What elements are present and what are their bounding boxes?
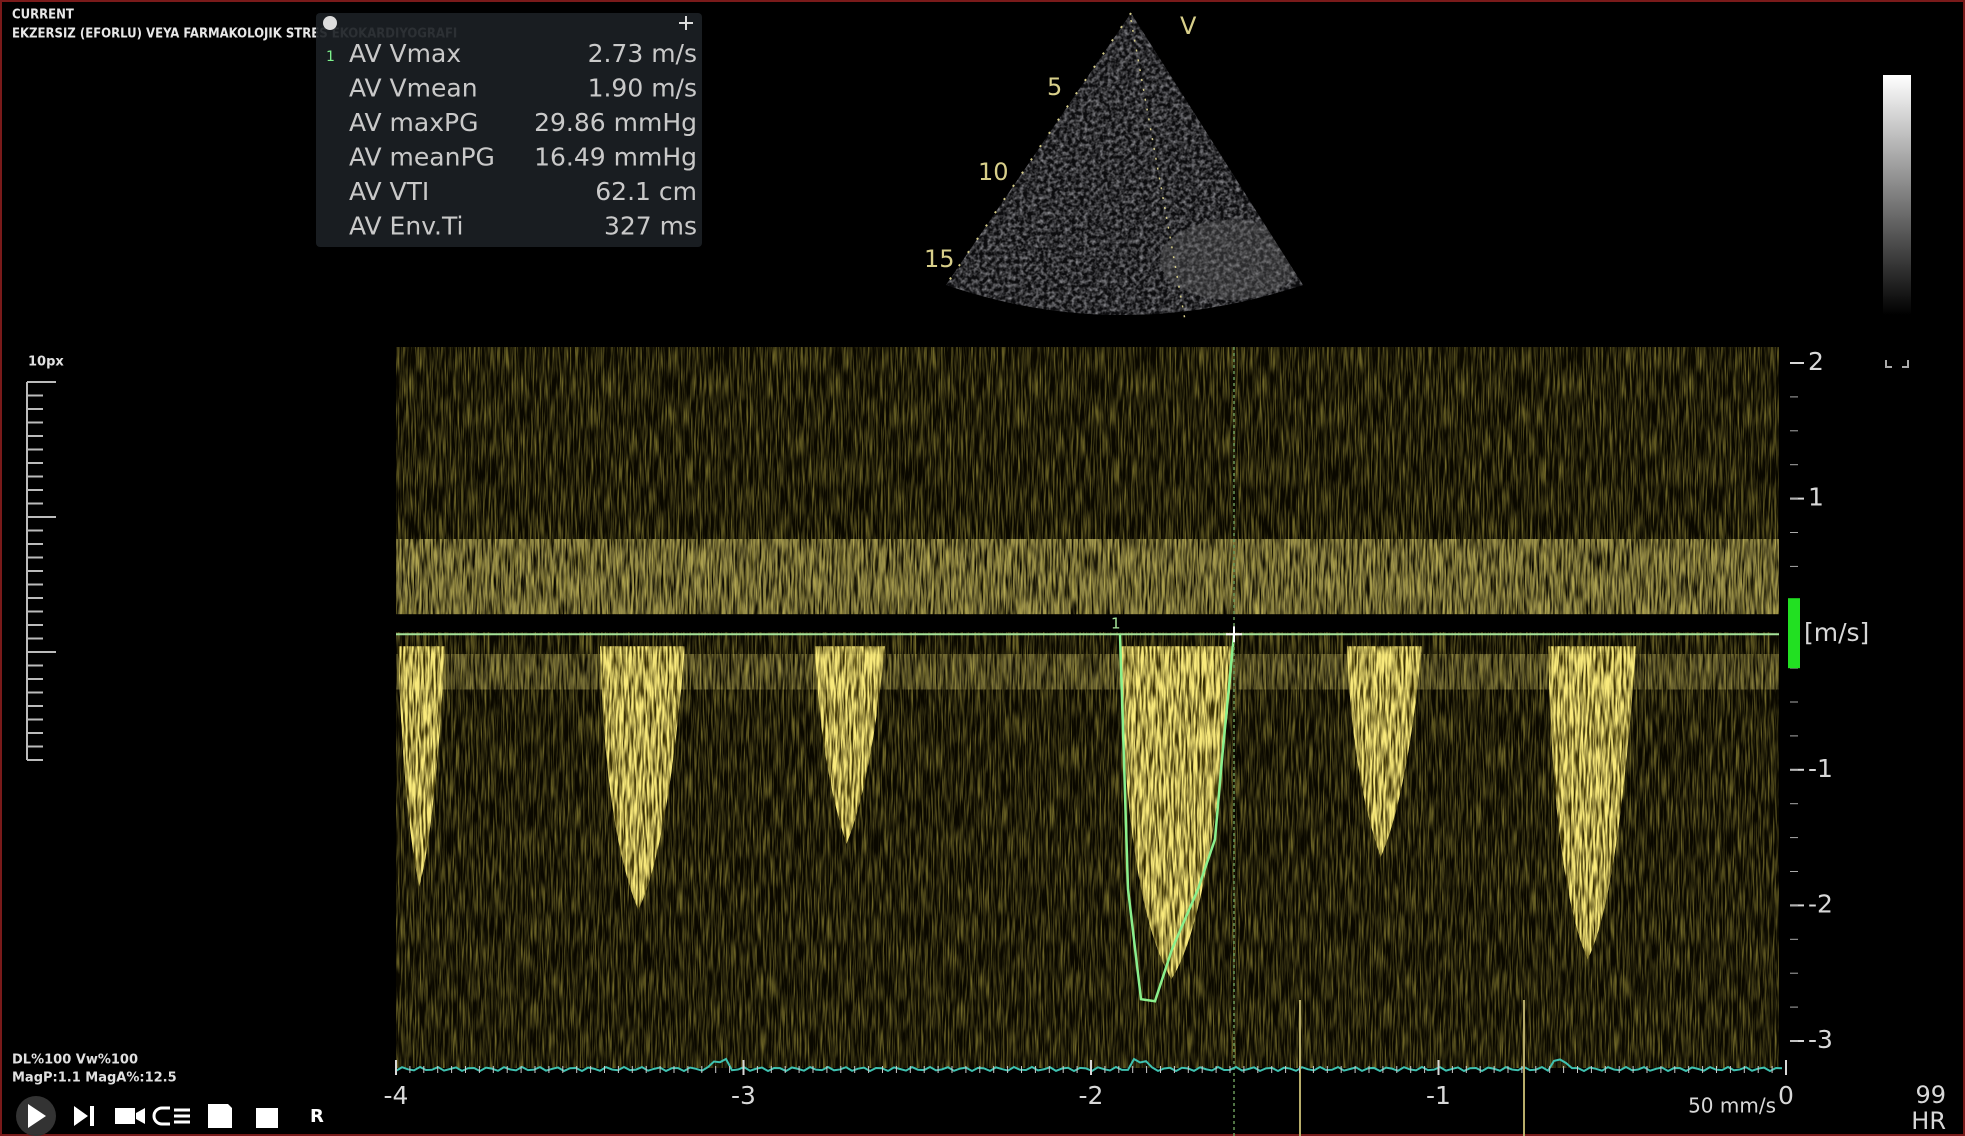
zero-marker: [1788, 598, 1800, 668]
x-tick-label: -3: [731, 1081, 756, 1110]
ruler-label: 10px: [28, 355, 64, 370]
depth-label: 5: [1047, 73, 1062, 101]
y-tick-label: 2: [1808, 347, 1824, 376]
measurement-index: 1: [326, 49, 335, 65]
measurement-value: 327 ms: [604, 212, 697, 241]
mode-label: V: [1180, 12, 1197, 40]
x-tick-label: -4: [384, 1081, 409, 1110]
y-tick-label: -1: [1808, 754, 1833, 783]
diastolic-band: [396, 654, 1779, 689]
measurement-name: AV VTI: [349, 177, 429, 206]
y-tick-label: -2: [1808, 889, 1833, 918]
gray-bar: [1883, 75, 1911, 315]
measurement-value: 29.86 mmHg: [534, 108, 697, 137]
panel-handle[interactable]: [323, 16, 337, 30]
footer-info: DL%100 Vw%100: [12, 1053, 138, 1068]
measurement-name: AV Vmax: [349, 39, 461, 68]
baseline-gap: [396, 614, 1779, 632]
status: CURRENT: [12, 8, 74, 23]
sweep-speed: 50 mm/s: [1688, 1094, 1776, 1118]
x-tick-label: -2: [1079, 1081, 1104, 1110]
save-button[interactable]: [208, 1104, 232, 1128]
y-tick-label: 1: [1808, 483, 1824, 512]
measurement-value: 62.1 cm: [595, 177, 697, 206]
depth-label: 10: [978, 158, 1009, 186]
forward-band: [396, 539, 1779, 619]
measurement-name: AV maxPG: [349, 108, 478, 137]
review-button[interactable]: R: [310, 1106, 324, 1127]
measurement-value: 2.73 m/s: [588, 39, 697, 68]
measurement-name: AV Env.Ti: [349, 212, 463, 241]
measurement-name: AV meanPG: [349, 143, 495, 172]
x-tick-label: -1: [1426, 1081, 1451, 1110]
page: {"header": {"status": "CURRENT", "exam":…: [0, 0, 1965, 1136]
measurement-value: 1.90 m/s: [588, 74, 697, 103]
unit-label: [m/s]: [1804, 618, 1869, 647]
hr-value: 99: [1915, 1081, 1946, 1109]
snapshot-button[interactable]: [256, 1108, 278, 1128]
viewer: CURRENT EKZERSIZ (EFORLU) VEYA FARMAKOLO…: [0, 0, 1965, 1136]
measurement-name: AV Vmean: [349, 74, 478, 103]
doppler-spectrum: 1 2 1 -1 -2 -3 [m/s] -4 -3 -2 -1 050 mm/s: [384, 347, 1870, 1136]
depth-label: 15: [924, 245, 955, 273]
measurement-value: 16.49 mmHg: [534, 143, 697, 172]
hr-label: HR: [1911, 1107, 1946, 1135]
x-tick-label: 0: [1778, 1081, 1794, 1110]
y-tick-label: -3: [1808, 1025, 1833, 1054]
trace-label: 1: [1111, 615, 1121, 633]
footer-info: MagP:1.1 MagA%:12.5: [12, 1071, 177, 1086]
